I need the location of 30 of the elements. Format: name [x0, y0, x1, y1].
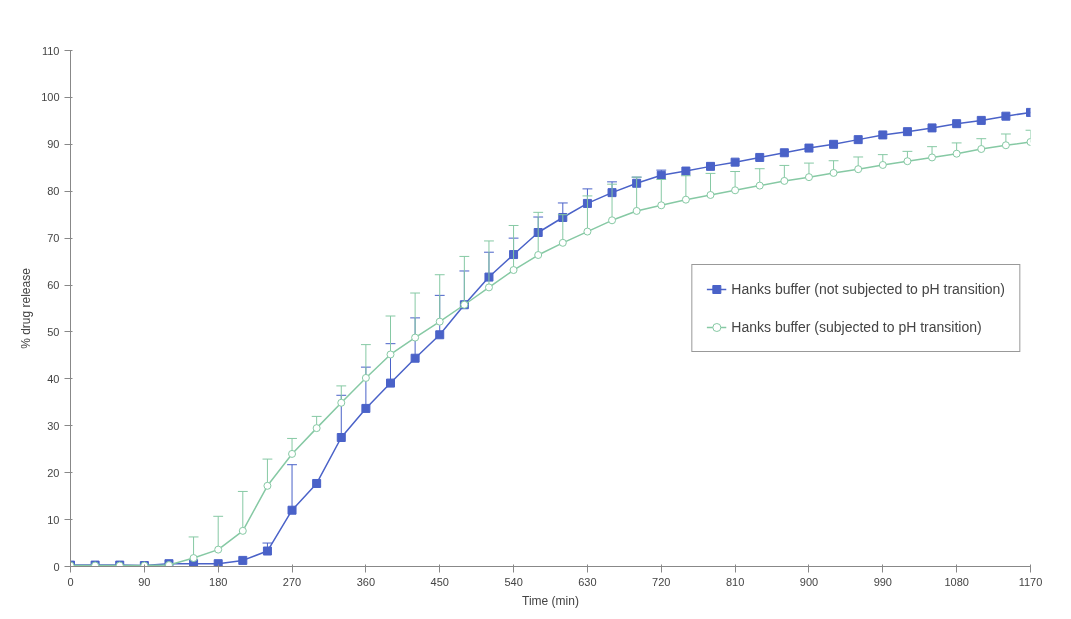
x-tick-label: 990	[873, 575, 892, 588]
legend-label: Hanks buffer (not subjected to pH transition)	[731, 281, 1005, 297]
legend-label: Hanks buffer (subjected to pH transition)	[731, 319, 982, 335]
y-tick-label: 50	[47, 325, 60, 338]
x-tick-label: 90	[138, 575, 151, 588]
x-axis-title: Time (min)	[522, 593, 579, 608]
y-tick-label: 60	[47, 279, 60, 292]
x-tick-label: 720	[652, 575, 671, 588]
x-tick-label: 540	[504, 575, 523, 588]
x-tick-label: 360	[356, 575, 376, 588]
y-tick-label: 100	[41, 91, 60, 104]
x-tick-label: 270	[282, 575, 302, 588]
x-tick-label: 450	[430, 575, 449, 588]
x-tick-label: 900	[799, 575, 819, 588]
y-tick-label: 40	[47, 372, 60, 385]
x-tick-label: 630	[578, 575, 597, 588]
x-tick-label: 1170	[1018, 575, 1043, 588]
y-tick-label: 90	[47, 138, 60, 151]
y-tick-label: 110	[41, 44, 60, 57]
y-tick-label: 80	[47, 185, 60, 198]
y-tick-label: 30	[47, 419, 60, 432]
y-axis-title: % drug release	[19, 267, 34, 349]
y-tick-label: 70	[47, 232, 60, 245]
y-tick-label: 0	[53, 560, 60, 573]
x-tick-label: 1080	[944, 575, 969, 588]
x-tick-label: 180	[209, 575, 228, 588]
y-tick-label: 10	[47, 513, 60, 526]
x-tick-label: 0	[67, 575, 74, 588]
x-tick-label: 810	[725, 575, 745, 588]
y-tick-label: 20	[47, 466, 60, 479]
